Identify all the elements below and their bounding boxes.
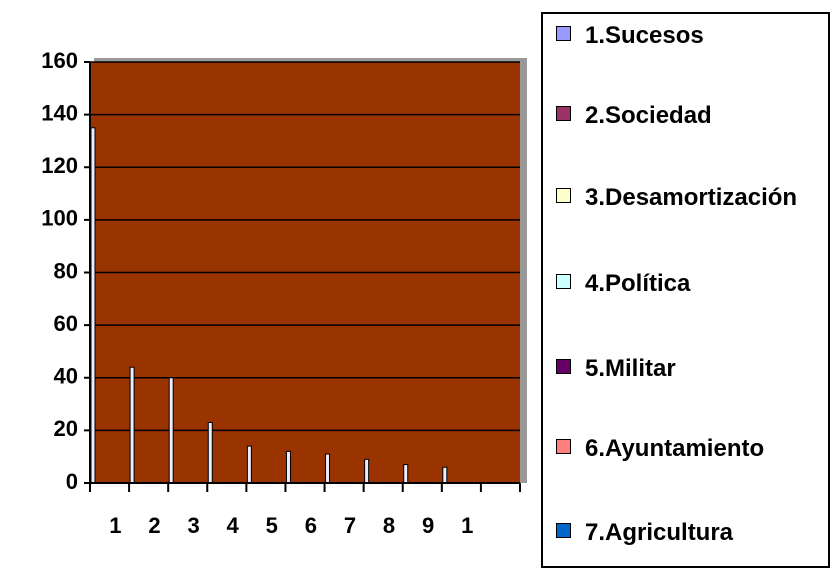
legend-swatch (556, 188, 571, 203)
x-tick-label: 2 (148, 513, 160, 538)
legend-label: 2.Sociedad (585, 102, 712, 129)
x-tick-label: 6 (305, 513, 317, 538)
x-tick-label: 7 (344, 513, 356, 538)
legend-swatch (556, 106, 571, 121)
x-tick-label: 5 (266, 513, 278, 538)
bar (207, 421, 213, 484)
x-tick-label: 8 (383, 513, 395, 538)
y-tick-label: 80 (54, 258, 78, 283)
y-tick-label: 60 (54, 311, 78, 336)
bar (246, 445, 252, 484)
x-tick-label: 4 (227, 513, 240, 538)
y-tick-label: 0 (66, 469, 78, 494)
legend-label: 3.Desamortización (585, 184, 798, 211)
legend-swatch (556, 26, 571, 41)
x-tick-label: 3 (187, 513, 199, 538)
y-tick-label: 100 (41, 206, 78, 231)
y-tick-label: 20 (54, 416, 78, 441)
bar (442, 466, 448, 484)
legend-label: 4.Política (585, 270, 691, 297)
legend-swatch (556, 274, 571, 289)
legend-swatch (556, 523, 571, 538)
x-tick-label: 1 (109, 513, 121, 538)
legend-swatch (556, 439, 571, 454)
legend-label: 5.Militar (585, 355, 676, 382)
bar (90, 127, 96, 484)
x-tick-label: 9 (422, 513, 434, 538)
y-tick-label: 120 (41, 153, 78, 178)
bar (285, 450, 291, 484)
chart: 0 20 40 60 80 100 120 140 160 1 2 3 4 5 6 7 8 9 1 (41, 48, 527, 538)
legend-label: 1.Sucesos (585, 22, 704, 49)
legend-label: 6.Ayuntamiento (585, 435, 765, 462)
legend-swatch (556, 359, 571, 374)
bar (325, 453, 331, 484)
bar (364, 458, 370, 484)
legend-label: 7.Agricultura (585, 519, 734, 546)
bar (168, 377, 174, 484)
legend: 1.Sucesos 2.Sociedad 3.Desamortización 4.Po… (541, 12, 830, 568)
bar (129, 366, 135, 484)
x-tick-label: 1 (461, 513, 473, 538)
bar (403, 464, 409, 484)
y-tick-label: 160 (41, 48, 78, 73)
y-tick-label: 140 (41, 100, 78, 125)
y-tick-label: 40 (54, 364, 78, 389)
